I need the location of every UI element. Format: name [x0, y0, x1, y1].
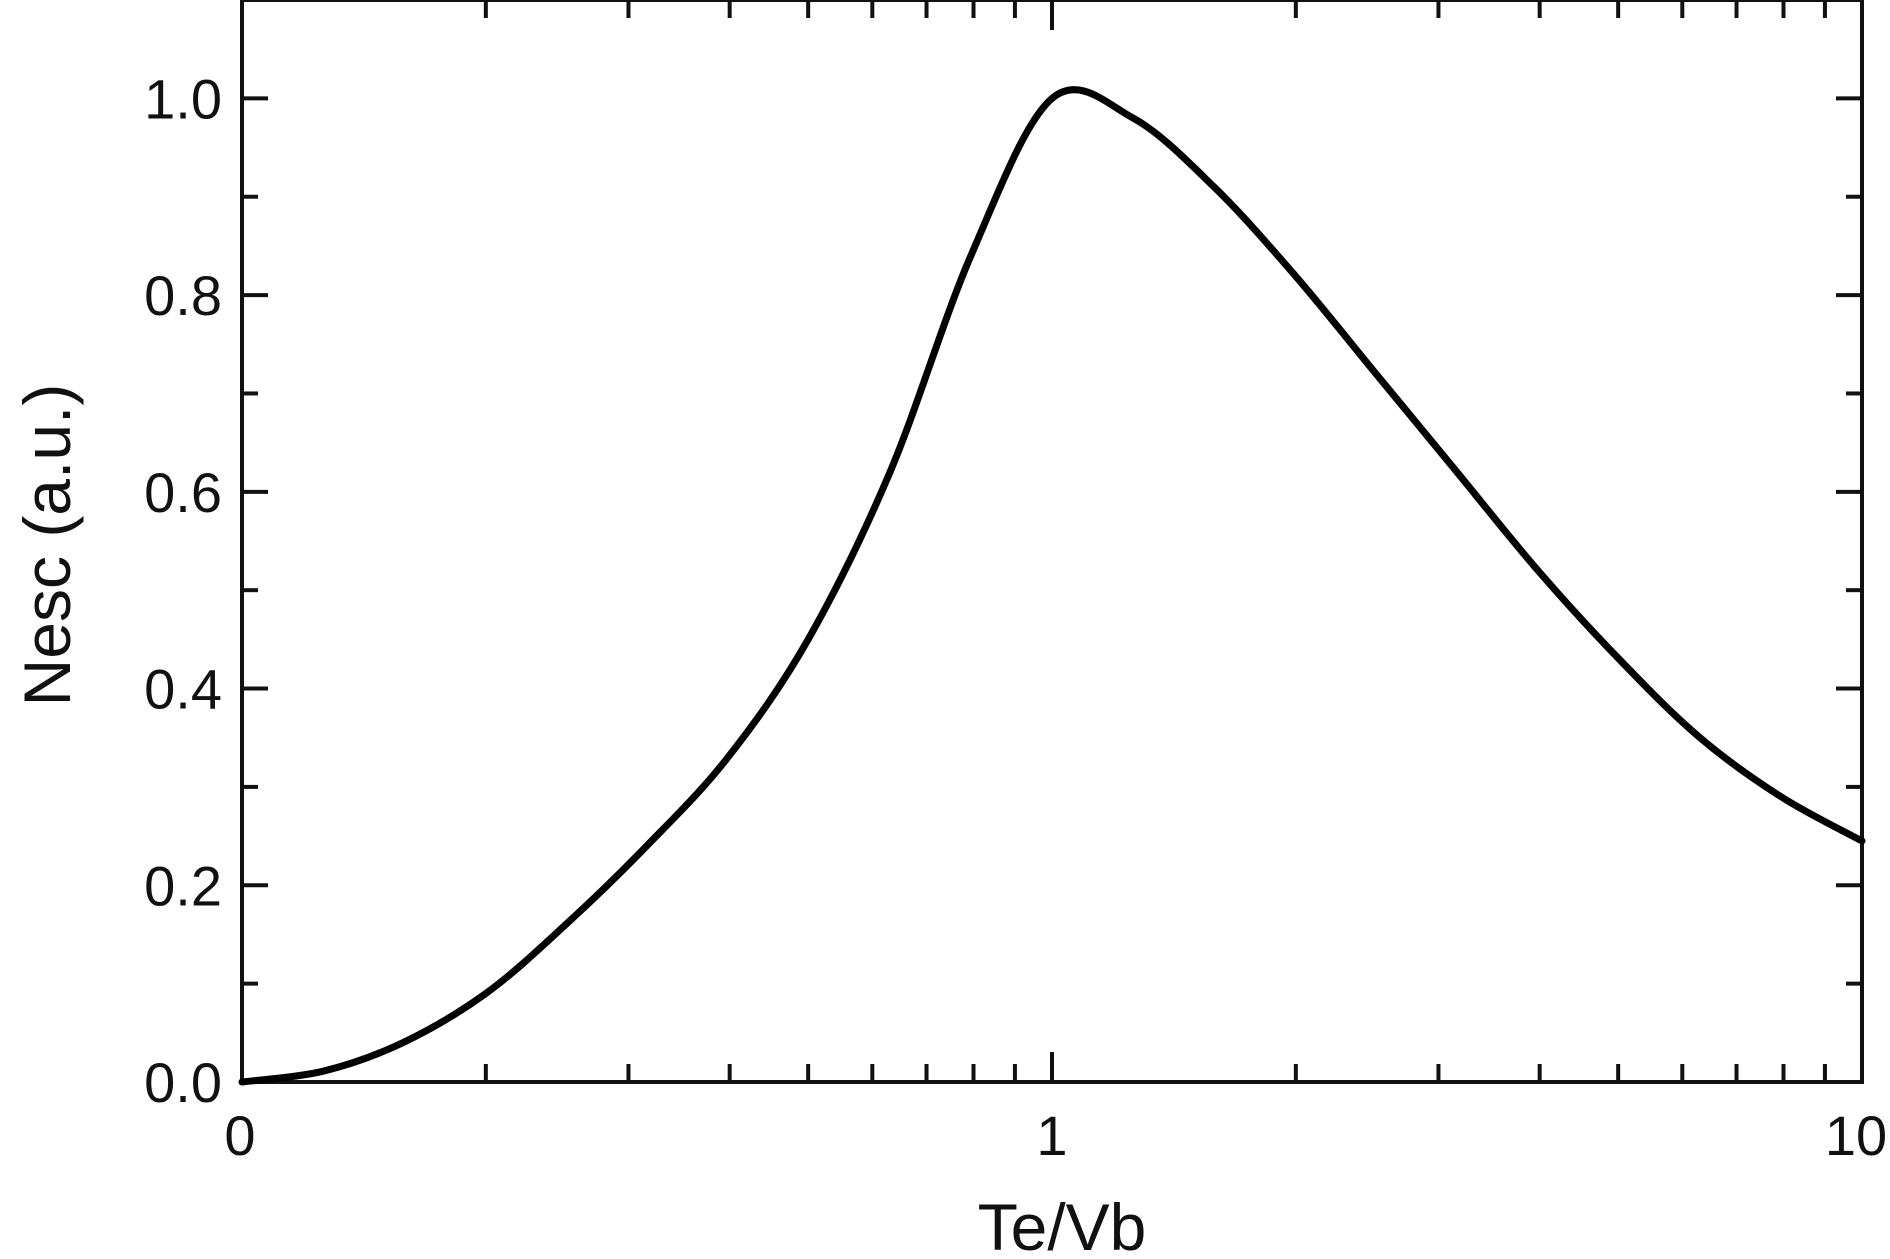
y-tick-label: 0.8 — [144, 264, 222, 327]
x-axis-title: Te/Vb — [978, 1190, 1147, 1259]
y-tick-label: 0.0 — [144, 1051, 222, 1114]
x-tick-labels: 0 1 10 — [224, 1104, 1887, 1167]
x-tick-label: 1 — [1036, 1104, 1067, 1167]
y-tick-labels: 0.0 0.2 0.4 0.6 0.8 1.0 — [144, 67, 222, 1114]
x-tick-label: 0 — [224, 1104, 255, 1167]
x-tick-label: 10 — [1825, 1104, 1887, 1167]
x-ticks — [483, 0, 1827, 1082]
y-tick-label: 1.0 — [144, 67, 222, 130]
y-tick-label: 0.2 — [144, 854, 222, 917]
y-tick-label: 0.6 — [144, 461, 222, 524]
plot-frame — [240, 0, 1864, 1084]
y-ticks — [242, 96, 1862, 986]
y-axis-title: Nesc (a.u.) — [10, 384, 84, 707]
series-line — [238, 86, 1866, 1086]
y-tick-label: 0.4 — [144, 658, 222, 721]
